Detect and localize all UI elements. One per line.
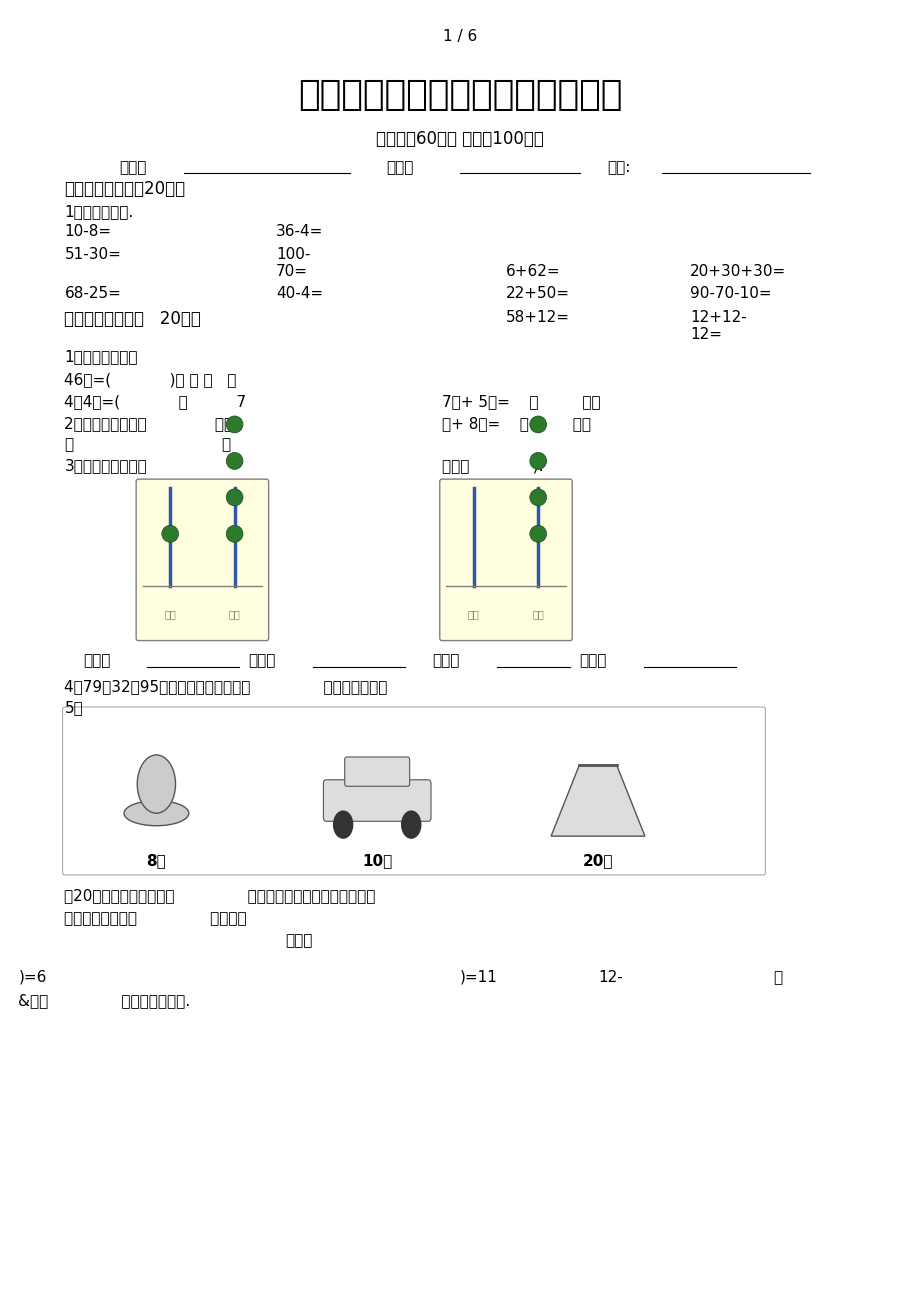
Text: 十位: 十位 <box>468 609 479 620</box>
Text: 100-: 100- <box>276 247 310 263</box>
Circle shape <box>334 811 352 838</box>
Text: 1、直接写得数.: 1、直接写得数. <box>64 204 133 220</box>
Text: 4、79、32、95三个数中，最大的是（               ），最小的是（: 4、79、32、95三个数中，最大的是（ ），最小的是（ <box>64 680 387 695</box>
Text: 68-25=: 68-25= <box>64 286 121 302</box>
Ellipse shape <box>529 525 546 542</box>
Text: 46角=(            )元 （ ）   角: 46角=( )元 （ ） 角 <box>64 372 236 388</box>
Polygon shape <box>550 766 644 836</box>
Text: 读作：: 读作： <box>579 654 607 669</box>
FancyBboxPatch shape <box>62 707 765 875</box>
Text: 90-70-10=: 90-70-10= <box>689 286 771 302</box>
Text: 个位: 个位 <box>532 609 543 620</box>
Text: 分数:: 分数: <box>607 160 630 176</box>
Text: 姓名：: 姓名： <box>386 160 414 176</box>
Text: 1 / 6: 1 / 6 <box>442 29 477 44</box>
Ellipse shape <box>226 488 243 505</box>
Circle shape <box>402 811 420 838</box>
Ellipse shape <box>529 488 546 505</box>
Text: 班级：: 班级： <box>119 160 147 176</box>
Ellipse shape <box>226 525 243 542</box>
Ellipse shape <box>162 525 178 542</box>
Text: 用20元钱，正好可以买（               ）辆玩具汽车，也正好可以买（: 用20元钱，正好可以买（ ）辆玩具汽车，也正好可以买（ <box>64 888 375 904</box>
Text: （: （ <box>221 437 230 453</box>
Text: 一年级数学上册期末考试题带答案: 一年级数学上册期末考试题带答案 <box>298 78 621 112</box>
Text: 子，最多可以买（               ）顶帽子: 子，最多可以买（ ）顶帽子 <box>64 911 247 927</box>
Text: 20元: 20元 <box>582 853 613 868</box>
Text: 12=: 12= <box>689 327 721 342</box>
Text: 36-4=: 36-4= <box>276 224 323 240</box>
FancyBboxPatch shape <box>136 479 268 641</box>
FancyBboxPatch shape <box>439 479 572 641</box>
Text: 5、: 5、 <box>64 700 83 716</box>
Ellipse shape <box>124 801 188 825</box>
Text: 7元+ 5元=    （         ）元: 7元+ 5元= （ ）元 <box>441 395 599 410</box>
Text: 70=: 70= <box>276 264 308 280</box>
Text: ）条裙: ）条裙 <box>285 934 312 949</box>
Text: )=6: )=6 <box>18 970 47 986</box>
Text: 58+12=: 58+12= <box>505 310 570 326</box>
Text: 写作：: 写作： <box>83 654 110 669</box>
Text: 写作：: 写作： <box>432 654 460 669</box>
Text: 十位: 十位 <box>165 609 176 620</box>
Text: ）、（             ).: ）、（ ). <box>441 458 542 474</box>
Text: 10元: 10元 <box>362 853 391 868</box>
Text: 12-: 12- <box>597 970 622 986</box>
Text: 51-30=: 51-30= <box>64 247 121 263</box>
Text: （: （ <box>772 970 781 986</box>
Text: 个位: 个位 <box>229 609 240 620</box>
Text: 一、计算小能手（20分）: 一、计算小能手（20分） <box>64 180 186 198</box>
Text: 8元: 8元 <box>146 853 166 868</box>
Text: &在（               ）填上适当的数.: &在（ ）填上适当的数. <box>18 993 190 1009</box>
FancyBboxPatch shape <box>323 780 430 822</box>
Text: 12+12-: 12+12- <box>689 310 746 326</box>
Text: 3、写一写，读一读: 3、写一写，读一读 <box>64 458 147 474</box>
Text: （: （ <box>64 437 74 453</box>
Text: 读作：: 读作： <box>248 654 276 669</box>
Text: 角+ 8角=    （         ）角: 角+ 8角= （ ）角 <box>441 417 590 432</box>
Ellipse shape <box>226 452 243 469</box>
Text: 2、人民币的单位有              ）、: 2、人民币的单位有 ）、 <box>64 417 233 432</box>
Ellipse shape <box>529 452 546 469</box>
Ellipse shape <box>137 755 176 814</box>
Text: 1、填合适的数。: 1、填合适的数。 <box>64 349 138 365</box>
Text: 22+50=: 22+50= <box>505 286 570 302</box>
Text: 二、填空题。（共   20分）: 二、填空题。（共 20分） <box>64 310 201 328</box>
Text: 6+62=: 6+62= <box>505 264 560 280</box>
Text: )=11: )=11 <box>460 970 497 986</box>
Ellipse shape <box>529 417 546 432</box>
Text: 20+30+30=: 20+30+30= <box>689 264 786 280</box>
Text: 10-8=: 10-8= <box>64 224 111 240</box>
Text: （时间：60分钟 分数：100分）: （时间：60分钟 分数：100分） <box>376 130 543 148</box>
FancyBboxPatch shape <box>345 756 409 786</box>
Text: 40-4=: 40-4= <box>276 286 323 302</box>
Ellipse shape <box>226 417 243 432</box>
Text: 4元4角=(            角          7: 4元4角=( 角 7 <box>64 395 246 410</box>
